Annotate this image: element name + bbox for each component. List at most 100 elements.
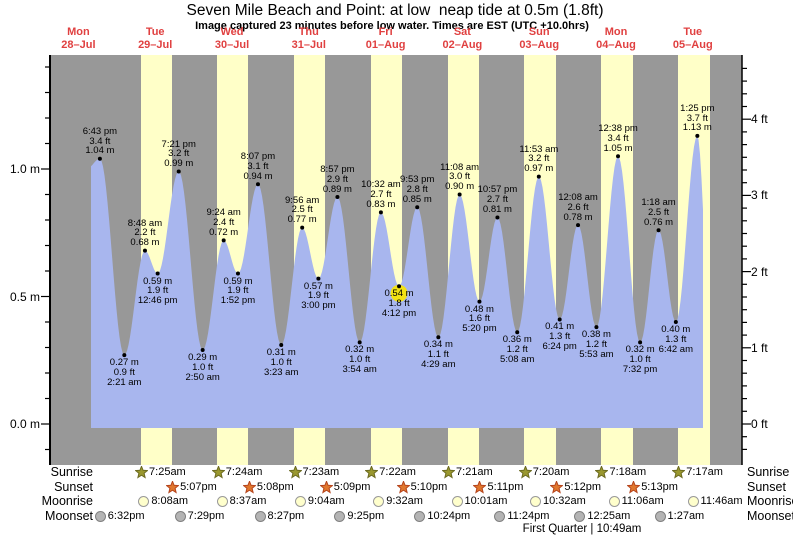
moonrise-icon <box>294 495 307 508</box>
high-tide-label: 8:57 pm 2.9 ft 0.89 m <box>320 165 354 194</box>
tide-label-line: 9:24 am <box>206 207 241 219</box>
low-tide-label: 0.48 m 1.6 ft 5:20 pm <box>462 304 497 335</box>
tide-label-line: 0.85 m <box>402 193 432 205</box>
tide-label-line: 0.36 m <box>502 334 532 346</box>
astro-entry-sunrise: 7:24am <box>211 466 262 479</box>
tide-label-line: 0.32 m <box>625 344 655 356</box>
moonset-icon <box>333 510 346 523</box>
tide-label-line: 0.57 m <box>303 280 333 292</box>
tide-label-line: 3.1 ft <box>247 161 269 173</box>
low-tide-label: 0.41 m 1.3 ft 6:24 pm <box>543 322 577 351</box>
tide-extreme-dot <box>200 348 205 353</box>
high-tide-label: 8:48 am 2.2 ft 0.68 m <box>128 218 162 248</box>
tide-extreme-dot <box>457 192 462 197</box>
tide-label-line: 2.6 ft <box>567 201 589 213</box>
low-tide-label: 0.54 m 1.8 ft 4:12 pm <box>382 289 416 318</box>
tide-extreme-dot <box>378 210 383 215</box>
tide-label-line: 1.2 ft <box>506 343 528 355</box>
tide-label-line: 1.0 ft <box>270 356 292 368</box>
moonset-icon <box>493 510 506 523</box>
astro-entry-moonrise: 10:32am <box>528 495 586 508</box>
astro-entry-moonrise: 8:08am <box>136 495 188 508</box>
astro-entry-sunset: 5:09pm <box>319 480 371 494</box>
low-tide-label: 0.36 m 1.2 ft 5:08 am <box>500 335 534 364</box>
day-name: Tue <box>683 26 703 38</box>
tide-label-line: 5:08 am <box>500 353 535 365</box>
day-date: 29–Jul <box>138 39 173 51</box>
tide-curve-svg <box>91 133 703 428</box>
tide-extreme-dot <box>397 284 402 289</box>
astro-entry-sunrise: 7:22am <box>364 466 416 479</box>
tide-extreme-dot <box>176 169 181 174</box>
day-name: Sun <box>528 26 550 38</box>
astro-time: 5:09pm <box>333 480 371 493</box>
day-name: Mon <box>604 26 628 38</box>
astro-entry-moonrise: 11:46am <box>686 495 743 508</box>
high-tide-label: 7:21 pm 3.2 ft 0.99 m <box>161 138 196 169</box>
tide-label-line: 2.8 ft <box>406 184 428 196</box>
tide-label-line: 2.2 ft <box>134 227 156 239</box>
tide-label-line: 7:32 pm <box>622 363 658 375</box>
tide-label-line: 2.5 ft <box>647 206 670 218</box>
high-tide-label: 6:43 pm 3.4 ft 1.04 m <box>83 126 117 157</box>
tide-extreme-dot <box>142 248 147 253</box>
tide-label-line: 1.6 ft <box>468 313 491 325</box>
tide-extreme-dot <box>557 317 562 322</box>
tide-label-line: 2:50 am <box>185 371 220 383</box>
astro-entry-sunrise: 7:17am <box>671 466 723 479</box>
tide-label-line: 7:21 pm <box>161 138 196 150</box>
day-header: Wed 30–Jul <box>215 26 249 52</box>
moonset-icon <box>174 510 187 523</box>
high-tide-label: 9:24 am 2.4 ft 0.72 m <box>207 208 241 237</box>
low-tide-label: 0.40 m 1.3 ft 6:42 am <box>659 325 693 354</box>
tide-label-line: 0.90 m <box>445 181 475 193</box>
sunrise-star-icon <box>365 466 379 479</box>
high-tide-label: 11:53 am 3.2 ft 0.97 m <box>519 144 558 174</box>
astro-time: 9:25pm <box>347 509 385 522</box>
day-date: 05–Aug <box>672 39 713 51</box>
tide-label-line: 1.04 m <box>85 145 115 157</box>
tide-extreme-dot <box>695 133 700 138</box>
day-header: Sun 03–Aug <box>519 26 559 52</box>
tide-label-line: 3:54 am <box>342 363 377 375</box>
tide-extreme-dot <box>673 320 678 324</box>
tide-label-line: 0.54 m <box>384 288 414 300</box>
moonset-icon <box>254 510 267 523</box>
day-date: 31–Jul <box>291 39 326 51</box>
astro-entry-moonset: 12:25am <box>572 510 630 523</box>
tide-label-line: 2.9 ft <box>326 173 348 185</box>
day-header: Mon 28–Jul <box>61 26 95 52</box>
tide-label-line: 4:29 am <box>421 358 456 370</box>
moonrise-icon <box>687 495 700 508</box>
tide-label-line: 6:24 pm <box>542 341 577 353</box>
tide-label-line: 1.8 ft <box>388 298 410 310</box>
tide-label-line: 5:20 pm <box>462 323 497 335</box>
tide-extreme-dot <box>495 215 500 220</box>
astro-entry-sunset: 5:13pm <box>626 480 678 494</box>
left-axis-label: 0.0 m <box>9 417 40 431</box>
high-tide-label: 10:32 am 2.7 ft 0.83 m <box>361 180 401 209</box>
astro-row-label-left: Moonrise <box>41 494 93 508</box>
astro-time: 9:32am <box>386 495 423 507</box>
day-name: Wed <box>220 26 244 38</box>
tide-label-line: 0.83 m <box>366 198 396 210</box>
tide-extreme-dot <box>616 154 621 159</box>
tide-label-line: 0.72 m <box>209 226 239 238</box>
high-tide-label: 8:07 pm 3.1 ft 0.94 m <box>241 152 275 181</box>
moonrise-icon <box>372 495 385 508</box>
tide-label-line: 1.0 ft <box>349 354 371 366</box>
low-tide-label: 0.59 m 1.9 ft 12:46 pm <box>138 276 178 306</box>
low-tide-label: 0.29 m 1.0 ft 2:50 am <box>185 353 219 382</box>
left-axis-label: 1.0 m <box>9 162 40 176</box>
tide-label-line: 1.0 ft <box>629 354 651 366</box>
day-date: 02–Aug <box>442 39 483 51</box>
astro-entry-moonset: 8:27pm <box>253 510 304 523</box>
sunrise-star-icon <box>211 466 225 479</box>
sunset-star-icon <box>473 480 487 494</box>
tide-label-line: 2.5 ft <box>291 204 313 216</box>
low-tide-label: 0.38 m 1.2 ft 5:53 am <box>579 330 613 359</box>
astro-time: 10:32am <box>543 495 586 507</box>
moonrise-icon <box>529 495 542 508</box>
astro-entry-sunset: 5:12pm <box>549 480 601 494</box>
high-tide-label: 9:56 am 2.5 ft 0.77 m <box>285 195 319 225</box>
